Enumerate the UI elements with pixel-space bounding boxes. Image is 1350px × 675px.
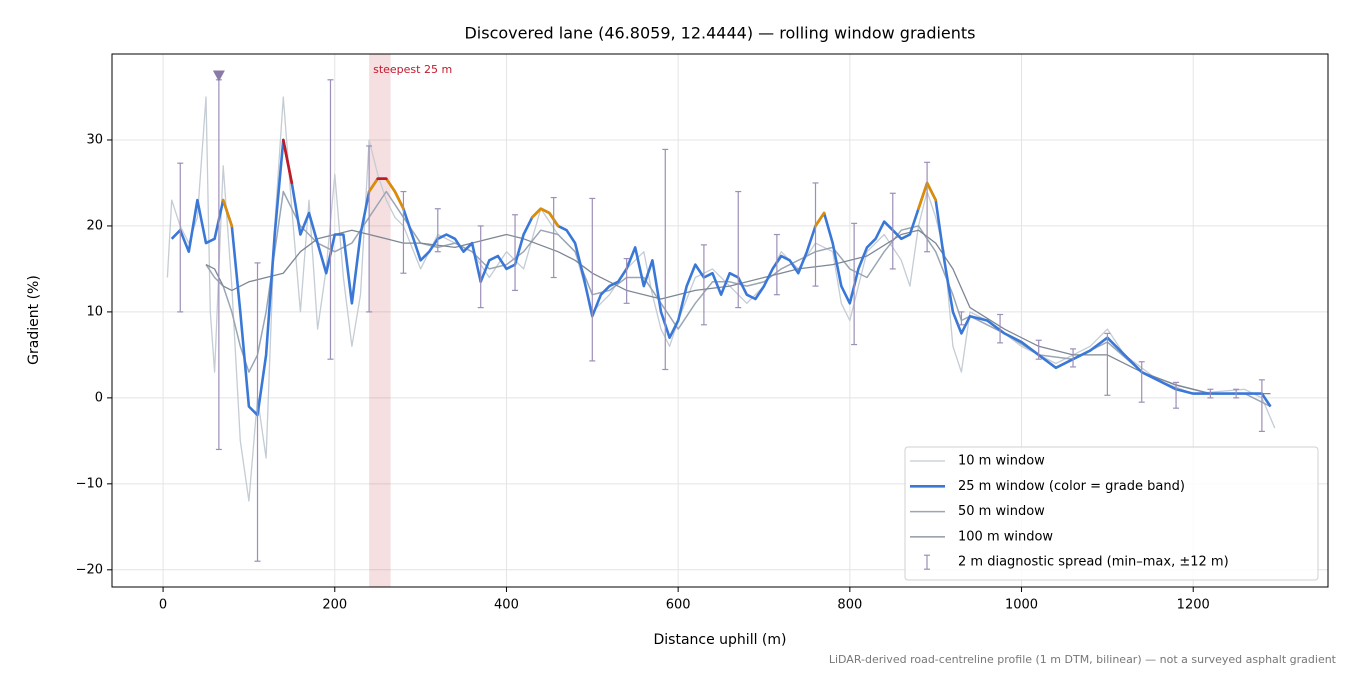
legend-label: 2 m diagnostic spread (min–max, ±12 m) xyxy=(958,555,1229,570)
x-tick-label: 600 xyxy=(666,598,691,613)
highlight-span xyxy=(369,54,391,587)
legend-label: 100 m window xyxy=(958,529,1053,544)
spread-bar xyxy=(589,197,596,362)
x-tick-label: 200 xyxy=(322,598,347,613)
x-tick-label: 800 xyxy=(837,598,862,613)
spread-bar xyxy=(924,161,931,253)
spread-bar xyxy=(997,313,1004,344)
legend-label: 10 m window xyxy=(958,454,1045,469)
y-axis-label: Gradient (%) xyxy=(26,275,42,365)
legend-box xyxy=(904,446,1319,581)
series-line xyxy=(166,96,1276,502)
spread-bar xyxy=(1173,381,1180,409)
spread-bar xyxy=(327,79,334,360)
legend-label: 25 m window (color = grade band) xyxy=(958,479,1185,494)
y-tick-label: −10 xyxy=(76,476,103,491)
grade-band-line xyxy=(282,138,294,185)
marker xyxy=(212,70,225,82)
grade-band-line xyxy=(814,211,826,228)
spread-bar xyxy=(958,311,965,326)
spread-bar xyxy=(434,208,441,253)
chart-title: Discovered lane (46.8059, 12.4444) — rol… xyxy=(464,24,975,43)
spread-bar xyxy=(662,148,669,371)
y-tick-label: 0 xyxy=(95,390,103,405)
spread-bar xyxy=(773,233,780,296)
y-tick-label: 20 xyxy=(86,218,103,233)
spread-bar xyxy=(1138,361,1145,403)
x-tick-label: 1000 xyxy=(1005,598,1038,613)
x-tick-label: 0 xyxy=(159,598,167,613)
x-tick-label: 1200 xyxy=(1177,598,1210,613)
y-tick-label: 10 xyxy=(86,304,103,319)
spread-bar xyxy=(700,244,707,326)
plot-frame xyxy=(111,53,1329,588)
x-axis-label: Distance uphill (m) xyxy=(654,632,787,648)
spread-bar xyxy=(254,262,261,562)
spread-bar xyxy=(1035,339,1042,360)
series-line xyxy=(205,229,1271,395)
spread-bar xyxy=(400,190,407,274)
spread-bar xyxy=(1258,379,1265,432)
spread-bar xyxy=(550,196,557,279)
spread-bar xyxy=(812,182,819,287)
grade-band-line xyxy=(221,198,234,228)
spread-bar xyxy=(512,214,519,292)
legend-label: 50 m window xyxy=(958,504,1045,519)
spread-bar xyxy=(477,225,484,309)
footnote: LiDAR-derived road-centreline profile (1… xyxy=(829,653,1337,666)
spread-bar xyxy=(1070,348,1077,368)
spread-bar xyxy=(735,190,742,309)
spread-bar xyxy=(1233,388,1240,399)
spread-bar xyxy=(889,192,896,270)
highlight-label: steepest 25 m xyxy=(373,63,452,76)
y-tick-label: −20 xyxy=(76,562,103,577)
spread-bar xyxy=(851,222,858,346)
legend-swatch xyxy=(924,554,930,570)
spread-bar xyxy=(623,258,630,304)
spread-bar xyxy=(215,79,222,451)
spread-bar xyxy=(1207,388,1214,399)
spread-bar xyxy=(177,162,184,313)
x-tick-label: 400 xyxy=(494,598,519,613)
y-tick-label: 30 xyxy=(86,132,103,147)
spread-bar xyxy=(366,145,373,313)
spread-bar xyxy=(1104,332,1111,396)
